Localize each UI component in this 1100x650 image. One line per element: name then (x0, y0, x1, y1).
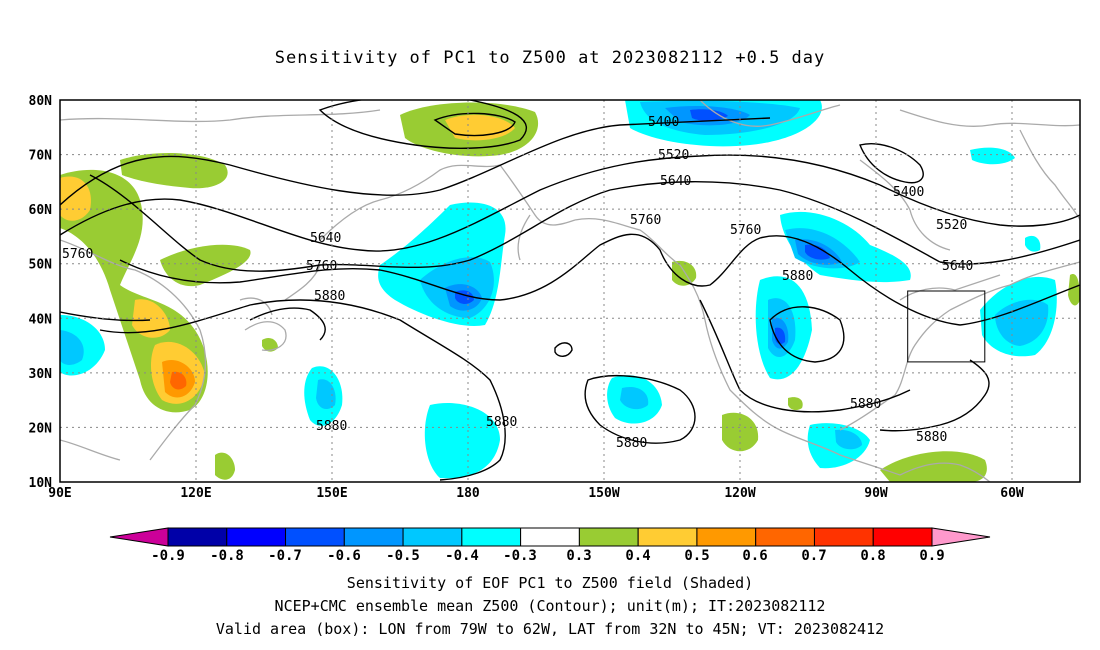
height-contours (60, 100, 1080, 481)
colorbar-swatch (578, 527, 639, 547)
contour-label: 5760 (62, 247, 93, 262)
contour-label: 5880 (616, 436, 647, 451)
lon-label: 150W (588, 486, 619, 501)
contour-label: 5640 (942, 259, 973, 274)
colorbar-high-end (931, 527, 991, 547)
colorbar-low-end (109, 527, 169, 547)
contour-label: 5880 (316, 419, 347, 434)
contour-label: 5760 (306, 259, 337, 274)
colorbar-label: -0.5 (386, 548, 420, 564)
colorbar-swatch (872, 527, 933, 547)
lat-axis: 80N 70N 60N 50N 40N 30N 20N 10N (29, 94, 53, 491)
footer-line-3: Valid area (box): LON from 79W to 62W, L… (215, 620, 885, 638)
lon-label: 90E (48, 486, 71, 501)
contour-label: 5880 (314, 289, 345, 304)
colorbar-swatch (755, 527, 815, 547)
colorbar-label: -0.6 (327, 548, 361, 564)
colorbar-label: -0.9 (151, 548, 185, 564)
contour-label: 5880 (782, 269, 813, 284)
contour-label: 5640 (660, 174, 691, 189)
map-frame (59, 99, 1081, 483)
colorbar (109, 527, 991, 547)
lat-label: 30N (29, 367, 53, 382)
colorbar-swatch (520, 527, 580, 547)
colorbar-swatch (461, 527, 522, 547)
colorbar-swatch (226, 527, 287, 547)
colorbar-swatch (402, 527, 463, 547)
footer-line-2: NCEP+CMC ensemble mean Z500 (Contour); u… (274, 597, 826, 615)
lat-label: 40N (29, 312, 53, 327)
contour-label: 5520 (658, 148, 689, 163)
colorbar-label: -0.8 (210, 548, 244, 564)
colorbar-swatch (285, 527, 345, 547)
shade-positive-north (160, 244, 251, 287)
contour-label: 5880 (850, 397, 881, 412)
contour-label: 5880 (486, 415, 517, 430)
coastlines (60, 100, 1080, 482)
lon-label: 120E (180, 486, 211, 501)
colorbar-label: -0.3 (503, 548, 537, 564)
contour-labels: 5400 5520 5640 5760 5880 5400 5520 5640 … (62, 115, 973, 451)
colorbar-label: 0.4 (625, 548, 650, 564)
shade-positive-mongolia (120, 153, 228, 189)
lat-label: 60N (29, 203, 53, 218)
colorbar-label: 0.5 (684, 548, 709, 564)
contour-label: 5640 (310, 231, 341, 246)
valid-area-box (907, 290, 986, 363)
colorbar-swatch (637, 527, 698, 547)
sensitivity-shading (60, 100, 1080, 482)
lat-label: 50N (29, 258, 53, 273)
contour-label: 5760 (730, 223, 761, 238)
colorbar-swatch (813, 527, 874, 547)
colorbar-label: -0.4 (445, 548, 479, 564)
lon-label: 60W (1000, 486, 1024, 501)
graticule (60, 100, 1080, 482)
lon-axis: 90E 120E 150E 180 150W 120W 90W 60W (48, 486, 1024, 501)
colorbar-label: 0.6 (742, 548, 767, 564)
lon-label: 90W (864, 486, 888, 501)
contour-label: 5520 (936, 218, 967, 233)
colorbar-label: 0.3 (566, 548, 591, 564)
lon-label: 120W (724, 486, 755, 501)
contour-label: 5400 (893, 185, 924, 200)
colorbar-labels: -0.9 -0.8 -0.7 -0.6 -0.5 -0.4 -0.3 0.3 0… (151, 548, 945, 564)
lat-label: 80N (29, 94, 53, 109)
map-title: Sensitivity of PC1 to Z500 at 2023082112… (274, 48, 826, 68)
colorbar-label: 0.9 (919, 548, 944, 564)
contour-label: 5880 (916, 430, 947, 445)
lat-label: 10N (29, 476, 53, 491)
colorbar-label: 0.8 (860, 548, 885, 564)
lon-label: 180 (456, 486, 480, 501)
colorbar-swatch (167, 527, 228, 547)
lon-label: 150E (316, 486, 347, 501)
contour-label: 5760 (630, 213, 661, 228)
footer-line-1: Sensitivity of EOF PC1 to Z500 field (Sh… (346, 574, 754, 592)
colorbar-swatch (343, 527, 404, 547)
colorbar-label: -0.7 (268, 548, 302, 564)
colorbar-label: 0.7 (801, 548, 826, 564)
contour-label: 5400 (648, 115, 679, 130)
lat-label: 70N (29, 149, 53, 164)
colorbar-swatch (696, 527, 757, 547)
lat-label: 20N (29, 421, 53, 436)
